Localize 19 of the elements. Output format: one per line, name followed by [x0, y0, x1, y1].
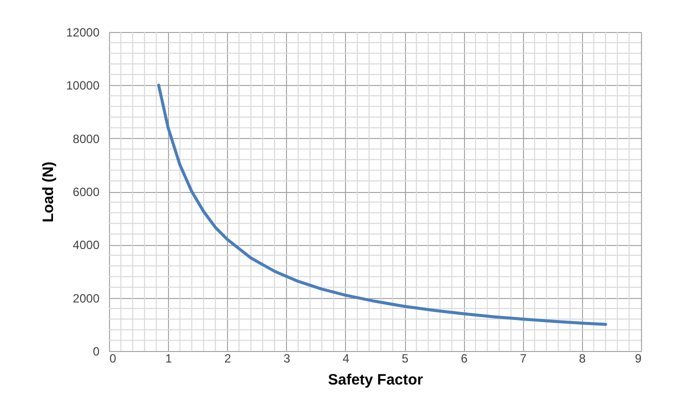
x-tick-label: 6	[460, 352, 468, 366]
x-tick-label: 1	[165, 352, 172, 366]
x-tick-label: 8	[579, 352, 586, 366]
y-tick-label: 6000	[72, 185, 100, 199]
y-tick-label: 8000	[72, 132, 100, 146]
x-tick-label: 0	[110, 352, 116, 366]
x-tick-label: 9	[634, 352, 642, 366]
x-tick-label: 5	[402, 352, 409, 366]
x-tick-label: 3	[283, 352, 290, 366]
y-axis-title: Load (N)	[40, 162, 58, 222]
line-series	[157, 84, 608, 326]
x-tick-label: 7	[520, 352, 527, 366]
x-tick-label: 2	[224, 352, 232, 366]
y-tick-label: 12000	[66, 26, 100, 40]
x-tick-label: 4	[342, 352, 350, 366]
y-tick-label: 10000	[66, 78, 100, 93]
y-tick-label: 4000	[72, 238, 100, 252]
x-axis-title: Safety Factor	[328, 372, 424, 388]
y-tick-label: 2000	[72, 291, 100, 306]
